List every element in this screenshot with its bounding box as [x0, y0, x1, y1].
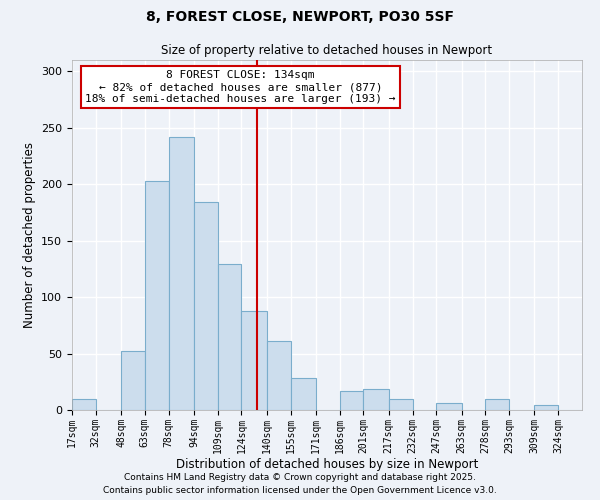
Bar [340, 391, 364, 410]
Bar [535, 406, 558, 410]
Title: Size of property relative to detached houses in Newport: Size of property relative to detached ho… [161, 44, 493, 58]
Bar [145, 181, 169, 410]
Bar [485, 398, 509, 410]
Text: 8, FOREST CLOSE, NEWPORT, PO30 5SF: 8, FOREST CLOSE, NEWPORT, PO30 5SF [146, 10, 454, 24]
Bar [169, 137, 194, 410]
Y-axis label: Number of detached properties: Number of detached properties [23, 142, 35, 328]
Bar [241, 310, 267, 410]
Bar [218, 264, 241, 410]
Bar [389, 398, 413, 410]
Text: 8 FOREST CLOSE: 134sqm
← 82% of detached houses are smaller (877)
18% of semi-de: 8 FOREST CLOSE: 134sqm ← 82% of detached… [85, 70, 395, 104]
Bar [290, 378, 316, 410]
Bar [364, 388, 389, 410]
Bar [436, 403, 461, 410]
X-axis label: Distribution of detached houses by size in Newport: Distribution of detached houses by size … [176, 458, 478, 471]
Bar [267, 341, 290, 410]
Bar [194, 202, 218, 410]
Bar [72, 398, 96, 410]
Bar [121, 352, 145, 410]
Text: Contains HM Land Registry data © Crown copyright and database right 2025.
Contai: Contains HM Land Registry data © Crown c… [103, 474, 497, 495]
